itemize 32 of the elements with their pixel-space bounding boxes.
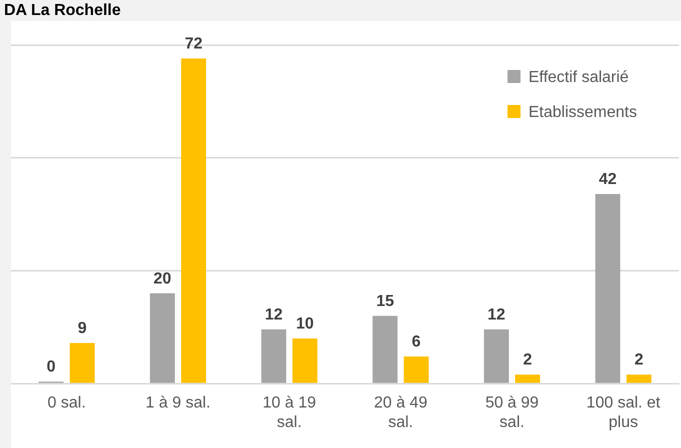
legend-label: Etablissements (528, 104, 638, 121)
data-label: 6 (412, 334, 421, 351)
data-label: 72 (184, 36, 203, 53)
data-label: 12 (488, 306, 506, 324)
chart-title: DA La Rochelle (4, 1, 121, 20)
bar (404, 356, 429, 383)
bar (261, 329, 286, 383)
bar (595, 194, 620, 383)
legend-label: Effectif salarié (528, 68, 629, 86)
bar (372, 316, 398, 383)
data-label: 2 (634, 352, 644, 369)
data-label: 10 (296, 315, 314, 332)
bar (626, 374, 652, 383)
data-label: 0 (46, 358, 56, 376)
bar (181, 58, 206, 383)
x-tick-label: 20 à 49 sal. (374, 394, 428, 431)
x-tick-label: 100 sal. et plus (586, 394, 661, 431)
bar (515, 374, 540, 383)
x-tick-label: 50 à 99 sal. (485, 394, 539, 431)
data-label: 42 (598, 170, 617, 188)
x-tick-label: 1 à 9 sal. (146, 394, 210, 412)
bar (484, 329, 509, 383)
x-tick-label: 10 à 19 sal. (262, 394, 316, 431)
data-label: 20 (154, 270, 172, 288)
data-label: 2 (523, 352, 532, 369)
x-tick-label: 0 sal. (48, 394, 86, 412)
data-label: 9 (78, 320, 87, 337)
bar (292, 338, 318, 383)
bar (150, 293, 175, 383)
bar (70, 342, 95, 383)
data-label: 12 (264, 306, 283, 324)
data-label: 15 (376, 292, 394, 310)
